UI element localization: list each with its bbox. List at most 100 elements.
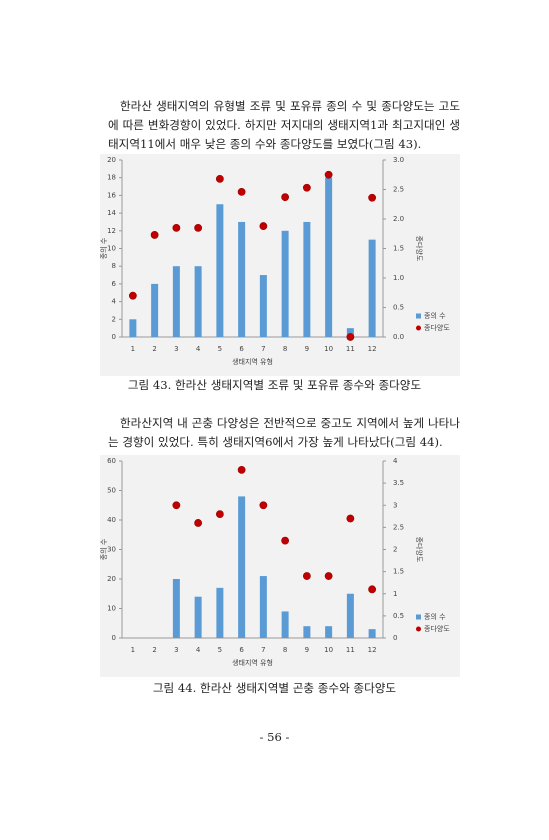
y2-tick-label: 1.0 xyxy=(393,274,404,282)
dot xyxy=(172,501,181,510)
y-tick-label: 4 xyxy=(112,298,117,306)
bar xyxy=(303,221,311,337)
paragraph: 한라산지역 내 곤충 다양성은 전반적으로 중고도 지역에서 높게 나타나는 경… xyxy=(108,416,460,449)
dot xyxy=(324,170,333,179)
dot xyxy=(194,519,203,527)
x-tick-label: 1 xyxy=(131,646,135,654)
y-tick-label: 10 xyxy=(107,245,116,253)
y-tick-label: 8 xyxy=(112,262,116,270)
bar xyxy=(238,221,246,337)
x-tick-label: 2 xyxy=(152,345,156,353)
bar xyxy=(281,230,289,337)
legend-swatch xyxy=(416,313,421,319)
dot xyxy=(302,183,311,192)
dot xyxy=(368,193,377,202)
x-tick-label: 4 xyxy=(196,345,201,353)
bar xyxy=(216,587,224,638)
bar xyxy=(303,626,311,638)
dot xyxy=(150,231,159,239)
x-tick-label: 5 xyxy=(218,646,222,654)
dot xyxy=(281,193,290,202)
y-tick-label: 10 xyxy=(107,605,116,613)
x-tick-label: 11 xyxy=(346,345,355,353)
y-tick-label: 0 xyxy=(112,333,116,341)
bar xyxy=(194,266,202,337)
bar xyxy=(216,204,224,337)
x-tick-label: 12 xyxy=(368,646,377,654)
y2-tick-label: 3 xyxy=(393,501,397,509)
x-axis-title: 생태지역 유형 xyxy=(232,658,273,667)
dot xyxy=(259,501,268,510)
y-tick-label: 30 xyxy=(107,546,116,554)
bar xyxy=(368,239,376,337)
legend-swatch xyxy=(416,614,421,620)
chart-background xyxy=(100,455,460,677)
dot xyxy=(324,572,333,580)
x-tick-label: 7 xyxy=(261,345,265,353)
y2-tick-label: 0.5 xyxy=(393,304,404,312)
x-tick-label: 3 xyxy=(174,646,178,654)
y2-tick-label: 2.5 xyxy=(393,186,404,194)
dot xyxy=(281,536,290,545)
y2-tick-label: 0.0 xyxy=(393,333,404,341)
dot xyxy=(128,291,137,300)
y-tick-label: 2 xyxy=(112,315,116,323)
x-tick-label: 9 xyxy=(305,345,309,353)
page-number: - 56 - xyxy=(259,730,290,744)
bar xyxy=(325,177,333,337)
bar xyxy=(238,496,246,638)
x-tick-label: 8 xyxy=(283,345,287,353)
legend-label: 종다양도 xyxy=(424,624,450,633)
figure-caption: 그림 43. 한라산 생태지역별 조류 및 포유류 종수와 종다양도 xyxy=(127,378,422,392)
y-tick-label: 40 xyxy=(107,516,116,524)
x-tick-label: 5 xyxy=(218,345,222,353)
y2-tick-label: 3.5 xyxy=(393,479,404,487)
bar xyxy=(172,579,180,638)
y-tick-label: 12 xyxy=(107,227,116,235)
bar xyxy=(194,596,202,638)
y2-tick-label: 1.5 xyxy=(393,568,404,576)
y2-tick-label: 0 xyxy=(393,634,397,642)
y-tick-label: 18 xyxy=(107,174,116,182)
y2-tick-label: 2 xyxy=(393,546,397,554)
x-tick-label: 10 xyxy=(324,345,333,353)
legend-label: 종다양도 xyxy=(424,323,450,332)
dot xyxy=(237,465,246,474)
bar xyxy=(346,328,354,337)
x-tick-label: 3 xyxy=(174,345,178,353)
x-tick-label: 9 xyxy=(305,646,309,654)
x-tick-label: 6 xyxy=(239,646,244,654)
y-tick-label: 14 xyxy=(107,209,116,217)
dot xyxy=(215,174,224,183)
dot xyxy=(215,510,224,518)
paragraph: 한라산 생태지역의 유형별 조류 및 포유류 종의 수 및 종다양도는 고도에 … xyxy=(108,99,460,151)
x-tick-label: 7 xyxy=(261,646,265,654)
y-tick-label: 6 xyxy=(112,280,117,288)
y2-tick-label: 1 xyxy=(393,590,397,598)
y2-tick-label: 2.0 xyxy=(393,215,404,223)
figure-caption: 그림 44. 한라산 생태지역별 곤충 종수와 종다양도 xyxy=(152,681,397,695)
y-tick-label: 16 xyxy=(107,191,116,199)
x-tick-label: 11 xyxy=(346,646,355,654)
bar xyxy=(259,275,267,337)
dot xyxy=(346,514,355,523)
y2-tick-label: 0.5 xyxy=(393,612,404,620)
dot xyxy=(194,223,203,232)
x-tick-label: 6 xyxy=(239,345,244,353)
x-tick-label: 10 xyxy=(324,646,333,654)
x-tick-label: 1 xyxy=(131,345,135,353)
x-axis-title: 생태지역 유형 xyxy=(232,357,273,366)
bar xyxy=(259,576,267,638)
y2-axis-title: 종다양도 xyxy=(415,537,424,563)
bar xyxy=(281,611,289,638)
dot xyxy=(237,187,246,196)
x-tick-label: 2 xyxy=(152,646,156,654)
y-tick-label: 0 xyxy=(112,634,116,642)
y2-tick-label: 3.0 xyxy=(393,156,404,164)
dot xyxy=(346,333,355,341)
y-tick-label: 20 xyxy=(107,575,116,583)
bar xyxy=(325,626,333,638)
bar xyxy=(346,593,354,638)
bar xyxy=(151,283,159,337)
